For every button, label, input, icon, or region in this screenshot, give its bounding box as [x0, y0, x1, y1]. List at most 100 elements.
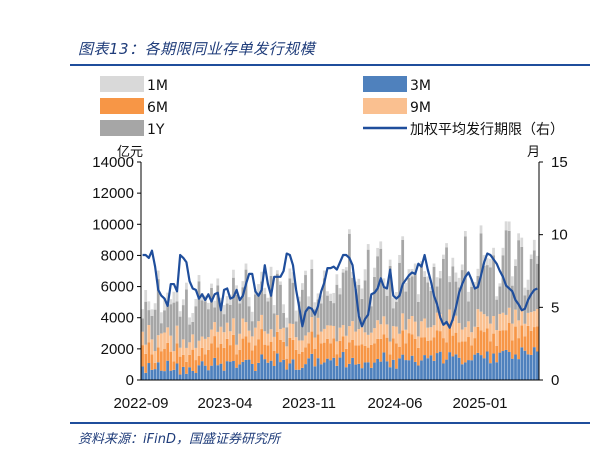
bar-3m: [457, 357, 461, 380]
bar-9m: [232, 318, 235, 335]
bar-6m: [322, 342, 326, 363]
bar-3m: [338, 357, 342, 380]
bar-9m: [225, 322, 229, 339]
bar-1m: [457, 277, 461, 288]
bar-1y: [435, 286, 439, 313]
bar-1m: [407, 269, 411, 279]
bar-1y: [369, 306, 373, 333]
bar-9m: [338, 327, 342, 341]
bar-9m: [297, 340, 301, 354]
bar-1y: [351, 277, 354, 322]
bar-9m: [435, 312, 439, 331]
bar-6m: [232, 334, 235, 361]
bar-6m: [379, 338, 383, 362]
bar-1m: [291, 272, 295, 283]
bar-1m: [263, 287, 267, 295]
bar-6m: [260, 329, 264, 355]
bar-1y: [194, 306, 198, 348]
bar-3m: [451, 356, 455, 380]
bar-6m: [432, 337, 436, 361]
bar-1y: [398, 262, 401, 334]
bar-1m: [147, 301, 151, 311]
bar-1m: [391, 297, 395, 309]
bar-9m: [144, 344, 148, 354]
bar-1m: [369, 297, 373, 307]
bar-3m: [216, 365, 220, 380]
bar-3m: [420, 360, 423, 380]
bar-9m: [391, 326, 395, 339]
legend-swatch-6m: [100, 98, 144, 114]
bar-9m: [398, 333, 401, 347]
bar-1m: [329, 293, 332, 301]
bar-6m: [338, 340, 342, 358]
bar-1m: [222, 305, 226, 315]
bar-9m: [222, 332, 226, 348]
bar-3m: [301, 367, 304, 380]
bar-9m: [181, 339, 185, 355]
bar-9m: [517, 320, 521, 339]
bar-1y: [238, 303, 242, 334]
bar-9m: [492, 316, 495, 334]
bar-3m: [203, 365, 207, 380]
bar-1m: [514, 259, 517, 266]
bar-3m: [166, 360, 170, 380]
bar-3m: [322, 362, 326, 380]
bar-9m: [216, 331, 220, 348]
source-rule: [70, 422, 590, 424]
bar-6m: [416, 347, 420, 366]
bar-3m: [388, 367, 392, 380]
bar-3m: [272, 365, 276, 380]
bar-9m: [175, 325, 179, 344]
bar-1m: [426, 276, 430, 283]
bar-1m: [297, 296, 301, 302]
bar-3m: [313, 366, 317, 380]
bar-3m: [385, 361, 389, 380]
bar-6m: [244, 336, 248, 360]
bar-1m: [219, 297, 223, 304]
bar-6m: [332, 338, 336, 358]
bar-6m: [191, 349, 195, 371]
bar-9m: [457, 323, 461, 343]
bar-9m: [429, 327, 433, 341]
bar-1y: [254, 294, 257, 328]
bar-6m: [307, 343, 311, 359]
bar-6m: [282, 341, 285, 360]
bar-3m: [319, 364, 323, 380]
bar-1m: [197, 275, 201, 282]
bar-1m: [282, 304, 285, 313]
bar-1y: [310, 268, 314, 318]
bar-1y: [159, 323, 163, 334]
bar-9m: [363, 332, 367, 346]
bar-1m: [376, 247, 379, 257]
bar-3m: [467, 360, 470, 380]
bar-3m: [376, 358, 379, 380]
bar-6m: [498, 330, 502, 353]
bar-6m: [197, 356, 201, 366]
bar-1m: [304, 270, 307, 276]
bar-6m: [238, 349, 242, 365]
bar-6m: [520, 325, 524, 348]
bar-1m: [351, 271, 354, 278]
bar-1m: [460, 264, 464, 271]
bar-3m: [266, 362, 270, 380]
bar-6m: [457, 342, 461, 358]
bar-3m: [254, 370, 257, 380]
bar-1y: [473, 288, 477, 327]
bar-6m: [147, 342, 151, 364]
bar-9m: [495, 330, 499, 346]
bar-6m: [404, 343, 408, 361]
bar-1m: [495, 296, 499, 300]
bar-1m: [275, 270, 279, 274]
bar-1y: [354, 288, 358, 332]
bar-6m: [492, 333, 495, 354]
bar-3m: [282, 359, 285, 380]
bar-1m: [322, 270, 326, 279]
bar-6m: [382, 334, 386, 353]
bar-1m: [445, 243, 448, 248]
bar-1m: [338, 288, 342, 295]
bar-3m: [366, 362, 370, 380]
bar-1y: [228, 304, 232, 332]
bar-9m: [326, 325, 329, 339]
bar-1y: [404, 291, 408, 330]
bar-3m: [398, 358, 401, 380]
